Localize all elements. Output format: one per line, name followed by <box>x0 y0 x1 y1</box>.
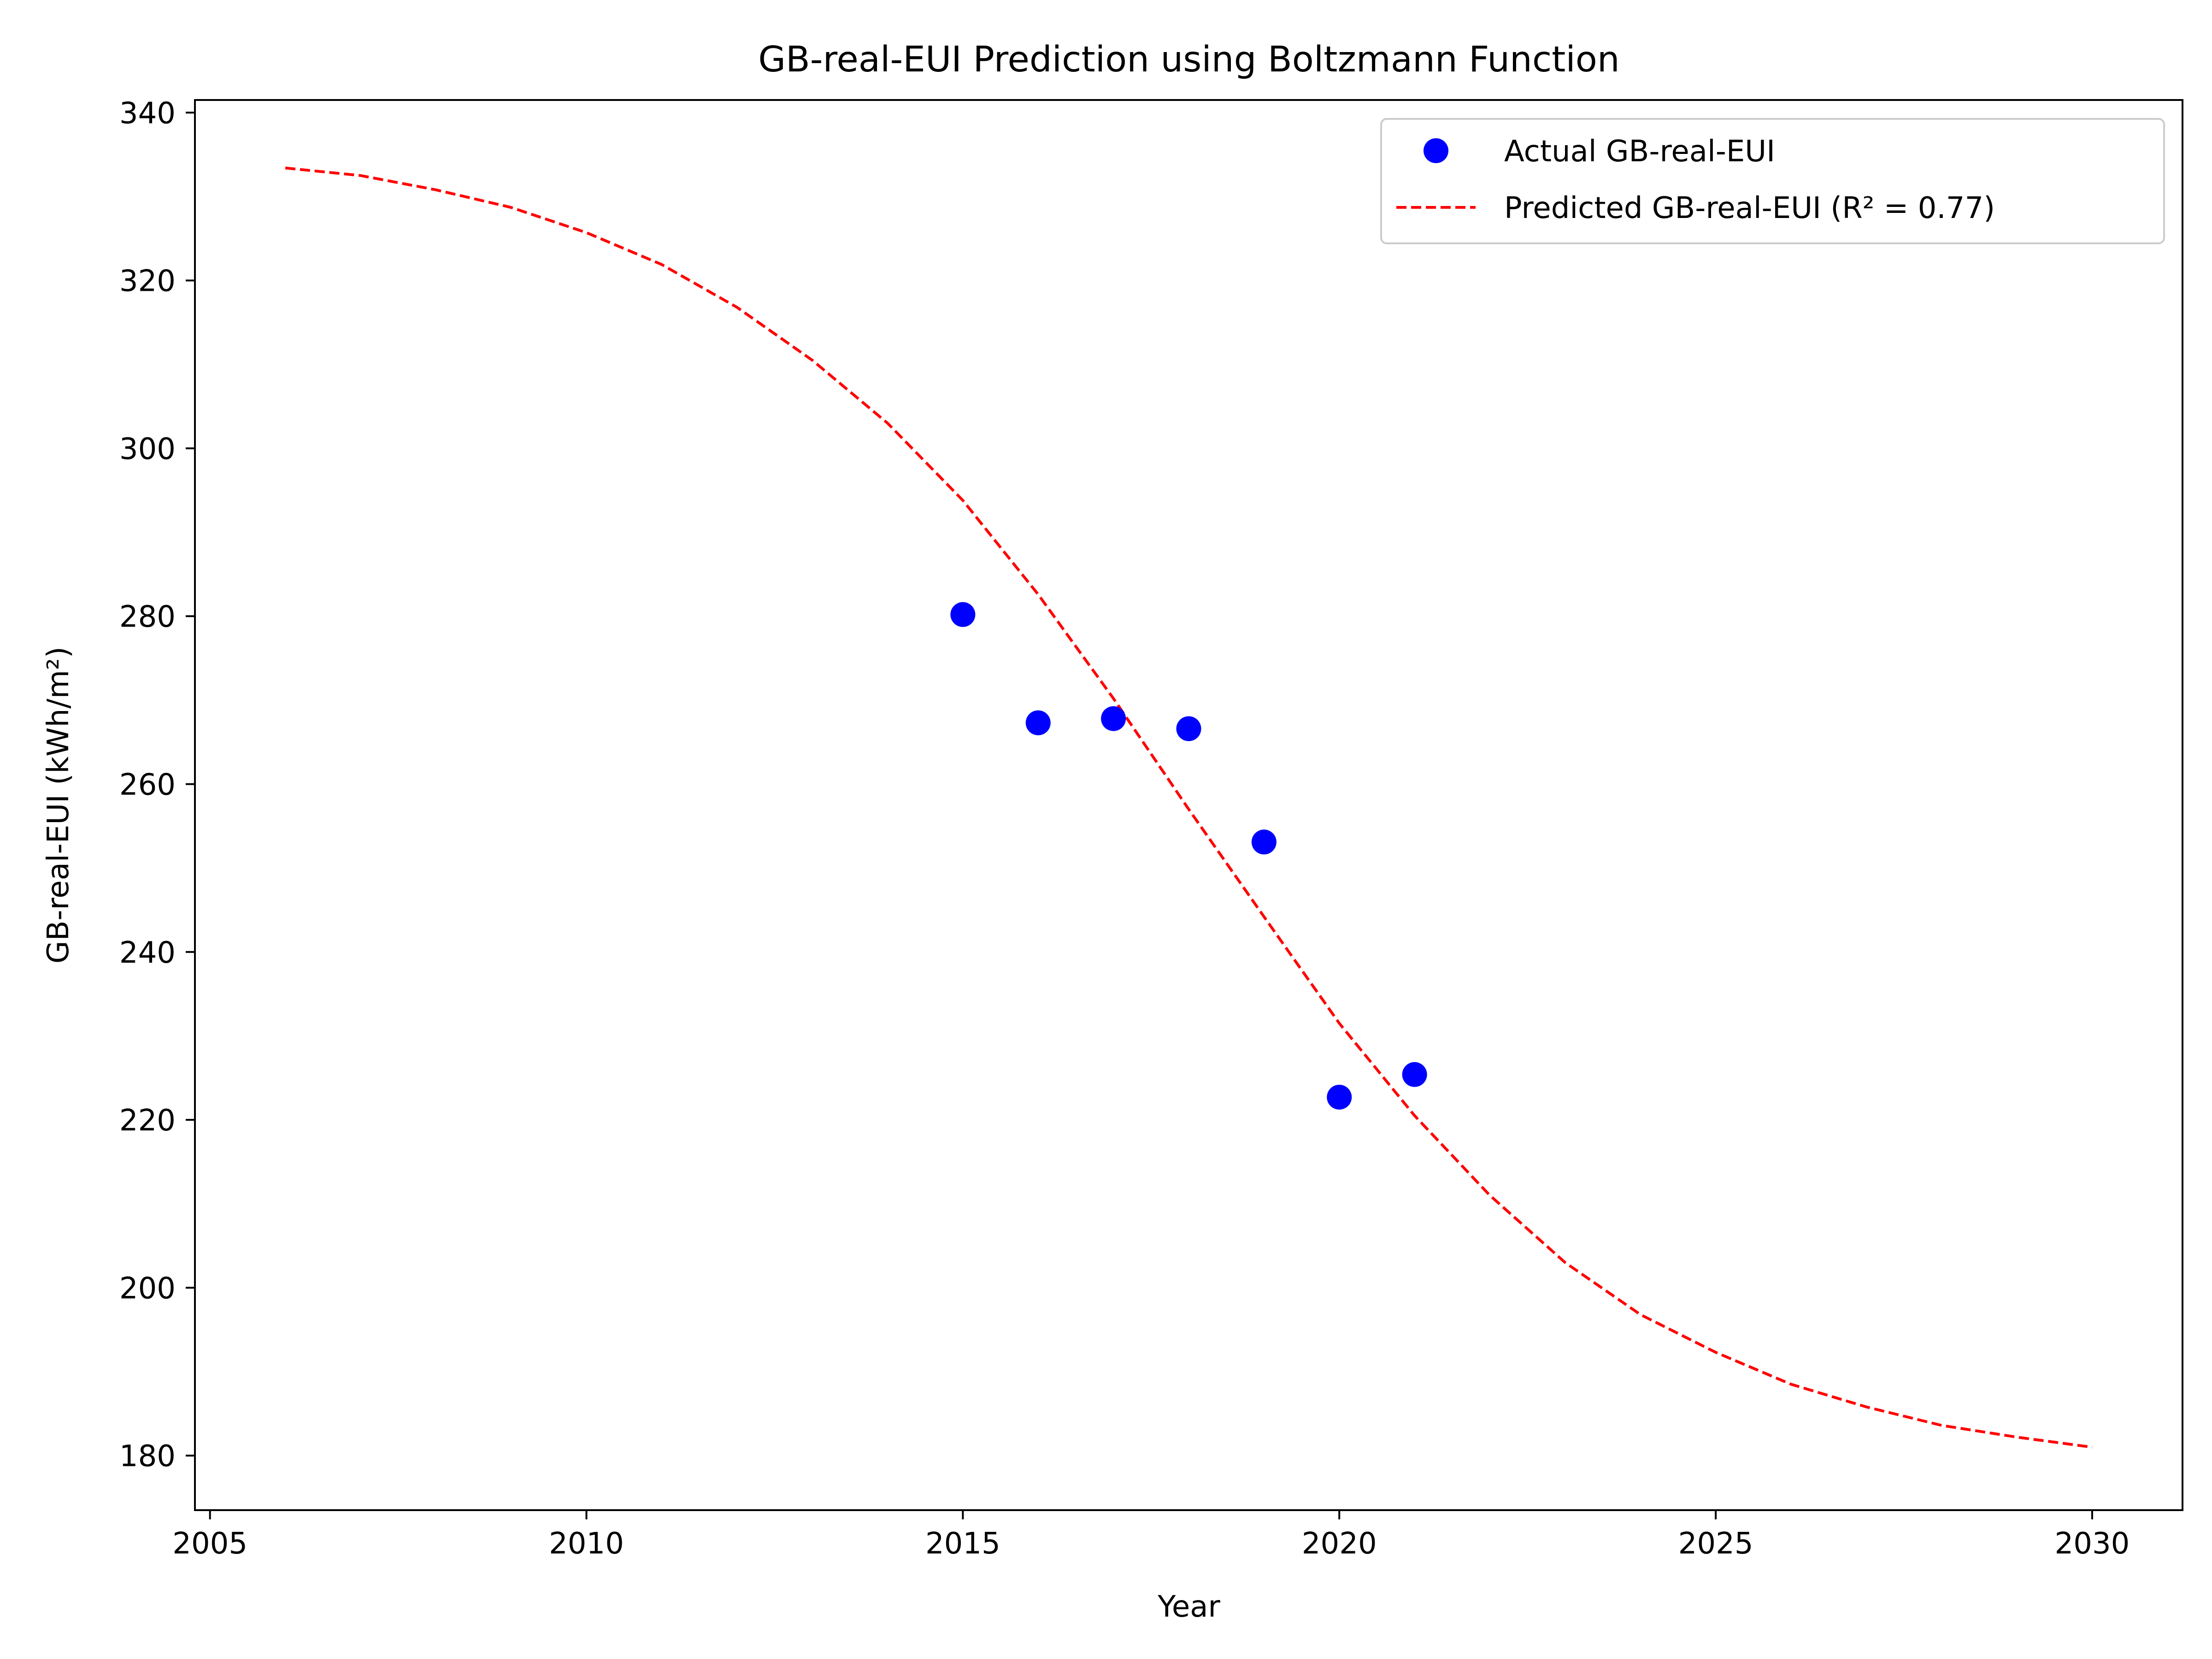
y-tick-label: 220 <box>119 1104 176 1138</box>
y-tick-label: 300 <box>119 432 176 466</box>
chart-title: GB-real-EUI Prediction using Boltzmann F… <box>758 39 1619 80</box>
legend-label-predicted: Predicted GB-real-EUI (R² = 0.77) <box>1504 191 1995 225</box>
data-point <box>1402 1062 1427 1087</box>
y-tick-label: 320 <box>119 265 176 299</box>
legend-marker-actual <box>1424 138 1448 163</box>
data-point <box>950 602 976 627</box>
legend: Actual GB-real-EUI Predicted GB-real-EUI… <box>1380 118 2165 244</box>
y-tick-label: 180 <box>119 1440 176 1474</box>
y-axis-label: GB-real-EUI (kWh/m²) <box>41 647 76 964</box>
x-axis-label: Year <box>1157 1590 1220 1624</box>
data-point <box>1251 830 1277 855</box>
y-tick-label: 260 <box>119 768 176 802</box>
x-tick-label: 2015 <box>925 1527 1000 1561</box>
legend-frame <box>1380 118 2165 244</box>
data-point <box>1176 716 1201 741</box>
legend-label-actual: Actual GB-real-EUI <box>1504 135 1775 169</box>
y-tick-label: 340 <box>119 96 176 130</box>
x-tick-label: 2010 <box>549 1527 624 1561</box>
x-tick-label: 2020 <box>1302 1527 1377 1561</box>
y-tick-label: 280 <box>119 600 176 634</box>
x-tick-label: 2025 <box>1678 1527 1753 1561</box>
x-tick-label: 2030 <box>2055 1527 2130 1561</box>
y-tick-label: 200 <box>119 1271 176 1306</box>
x-axis-ticks: 2005 2010 2015 2020 2025 2030 <box>172 1510 2130 1561</box>
actual-points <box>950 602 1427 1110</box>
y-tick-label: 240 <box>119 936 176 970</box>
data-point <box>1101 706 1126 731</box>
data-point <box>1327 1084 1352 1110</box>
y-axis-ticks: 180 200 220 240 260 280 300 320 340 <box>119 96 195 1474</box>
plot-area-frame <box>194 99 2183 1511</box>
x-tick-label: 2005 <box>172 1527 247 1561</box>
data-point <box>1025 710 1051 735</box>
predicted-line <box>285 166 2093 1449</box>
